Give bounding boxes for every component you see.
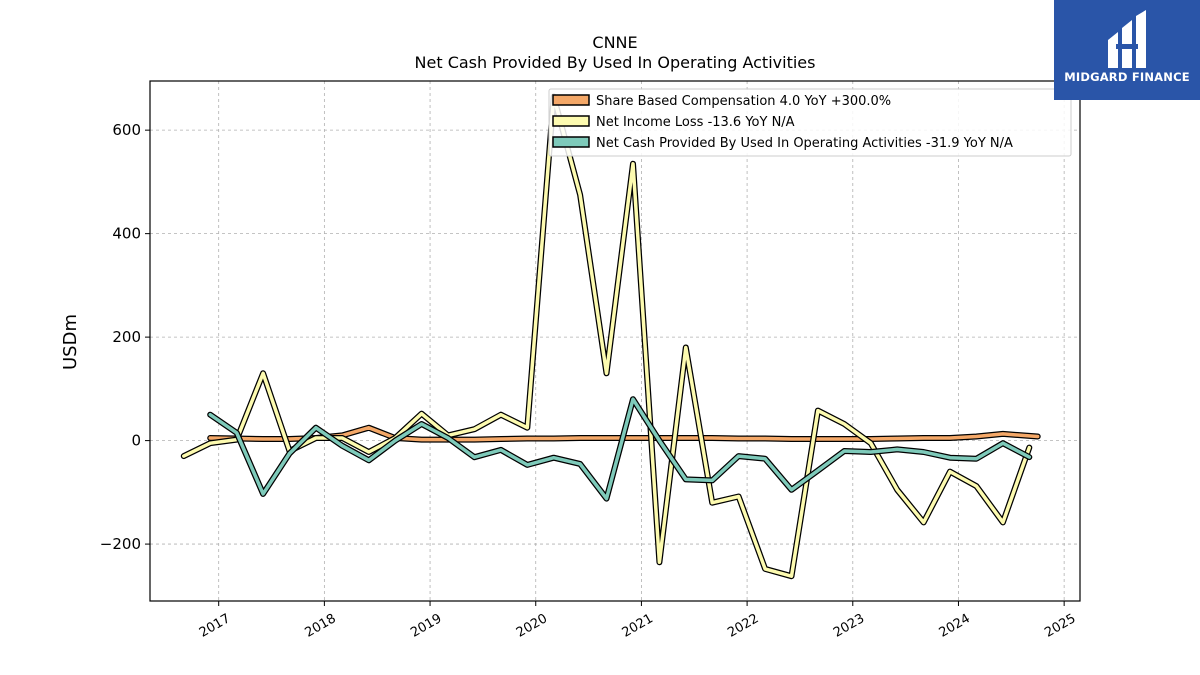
series-line-share-based-compensation [208,425,1040,442]
plot-frame [149,80,1081,602]
series-lines [180,93,1041,580]
logo-mark-icon [1108,10,1146,68]
x-tick-label: 2020 [514,611,550,641]
legend-box [548,88,1072,157]
series-line-net-income-loss [182,94,1032,578]
legend-label: Net Income Loss -13.6 YoY N/A [596,115,795,130]
x-axis: 2017 2018 2019 2020 2021 2022 2023 2024 2025 [197,601,1078,641]
y-tick-label: 400 [112,225,141,243]
series-outline-net-income-loss [180,93,1033,580]
series-line-net-cash-provided-by-used-in-operating-activities [208,397,1032,501]
y-tick-label: 600 [112,121,141,139]
legend-swatch [552,136,590,148]
x-tick-label: 2021 [620,611,656,641]
y-axis: −200 0 200 400 600 [100,121,150,553]
legend-swatch [552,94,590,106]
x-tick-label: 2025 [1042,611,1078,641]
x-tick-label: 2019 [408,611,444,641]
y-tick-label: 0 [131,432,141,450]
legend-label: Share Based Compensation 4.0 YoY +300.0% [596,94,891,109]
legend-label: Net Cash Provided By Used In Operating A… [596,136,1013,151]
x-tick-label: 2018 [303,611,339,641]
logo-text: MIDGARD FINANCE [1064,70,1190,84]
legend: Share Based Compensation 4.0 YoY +300.0%… [548,88,1072,157]
midgard-finance-logo: MIDGARD FINANCE [1054,0,1200,100]
grid [150,81,1080,601]
x-tick-label: 2017 [197,611,233,641]
x-tick-label: 2022 [725,611,761,641]
chart-subtitle: Net Cash Provided By Used In Operating A… [415,53,816,72]
y-tick-label: −200 [100,535,141,553]
y-tick-label: 200 [112,328,141,346]
x-tick-label: 2024 [937,611,973,641]
y-axis-label: USDm [60,314,81,370]
legend-swatch [552,115,590,127]
chart-title: CNNE [592,33,637,52]
x-tick-label: 2023 [831,611,867,641]
